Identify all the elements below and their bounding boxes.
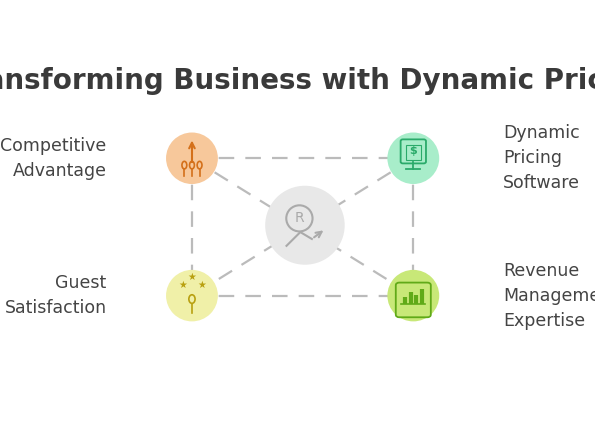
Text: $: $ (409, 146, 417, 157)
Text: R: R (295, 211, 304, 225)
Text: ★: ★ (198, 281, 206, 290)
Text: Revenue
Management
Expertise: Revenue Management Expertise (503, 262, 595, 330)
Ellipse shape (166, 270, 218, 322)
Text: Transforming Business with Dynamic Pricing: Transforming Business with Dynamic Prici… (0, 67, 595, 95)
Ellipse shape (265, 186, 345, 265)
Ellipse shape (387, 270, 439, 322)
Text: Competitive
Advantage: Competitive Advantage (1, 137, 107, 180)
Ellipse shape (387, 132, 439, 184)
Text: ★: ★ (187, 272, 196, 282)
Ellipse shape (166, 132, 218, 184)
Text: Guest
Satisfaction: Guest Satisfaction (5, 274, 107, 317)
Text: ★: ★ (178, 281, 187, 290)
Text: Dynamic
Pricing
Software: Dynamic Pricing Software (503, 124, 580, 192)
